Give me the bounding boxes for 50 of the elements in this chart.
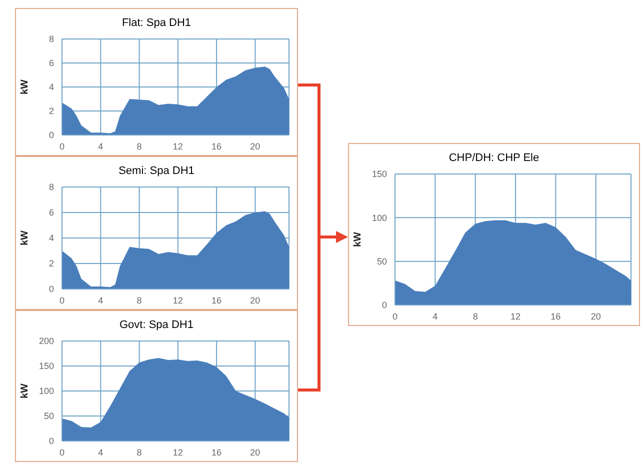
chart-title: Flat: Spa DH1 [120, 17, 192, 31]
y-tick-label: 4 [48, 82, 54, 92]
x-tick-label: 12 [172, 447, 183, 458]
y-tick-label: 50 [376, 256, 387, 267]
chart-title: Govt: Spa DH1 [118, 319, 194, 333]
x-tick-label: 0 [59, 141, 65, 152]
x-tick-label: 0 [59, 295, 65, 306]
x-tick-label: 8 [136, 295, 142, 306]
y-axis-title: kW [20, 78, 31, 94]
x-tick-label: 4 [98, 447, 104, 458]
y-tick-label: 0 [48, 130, 54, 140]
y-tick-label: 100 [38, 386, 54, 396]
x-tick-label: 0 [392, 311, 398, 322]
y-tick-label: 4 [48, 233, 54, 244]
y-tick-label: 8 [48, 182, 54, 192]
x-tick-label: 16 [212, 141, 222, 152]
x-tick-label: 20 [250, 447, 260, 458]
y-tick-label: 50 [44, 411, 54, 422]
chart-title: CHP/DH: CHP Ele [448, 152, 540, 166]
y-tick-label: 150 [372, 169, 387, 180]
x-tick-label: 20 [590, 311, 601, 322]
y-tick-label: 100 [372, 212, 387, 223]
x-tick-label: 20 [250, 141, 260, 152]
y-axis-title: kW [20, 382, 31, 398]
x-tick-label: 8 [472, 311, 478, 322]
x-tick-label: 0 [59, 447, 65, 458]
y-axis-title: kW [352, 231, 364, 247]
y-tick-label: 8 [48, 34, 54, 44]
y-axis-title: kW [20, 230, 31, 246]
y-tick-label: 0 [48, 284, 54, 294]
y-tick-label: 6 [48, 208, 54, 218]
x-tick-label: 12 [172, 141, 183, 152]
x-tick-label: 12 [510, 311, 521, 322]
x-tick-label: 4 [98, 295, 104, 306]
y-tick-label: 150 [38, 361, 54, 372]
y-tick-label: 2 [48, 106, 54, 116]
y-tick-label: 6 [48, 58, 54, 68]
x-tick-label: 16 [550, 311, 561, 322]
x-tick-label: 4 [98, 141, 104, 152]
x-tick-label: 8 [136, 141, 142, 152]
x-tick-label: 12 [172, 295, 183, 306]
y-tick-label: 0 [48, 436, 54, 446]
x-tick-label: 16 [212, 295, 222, 306]
x-tick-label: 16 [212, 447, 222, 458]
x-tick-label: 4 [432, 311, 438, 322]
y-tick-label: 200 [38, 336, 54, 346]
chart-title: Semi: Spa DH1 [118, 165, 196, 179]
y-tick-label: 2 [48, 258, 54, 269]
x-tick-label: 8 [136, 447, 142, 458]
x-tick-label: 20 [250, 295, 260, 306]
